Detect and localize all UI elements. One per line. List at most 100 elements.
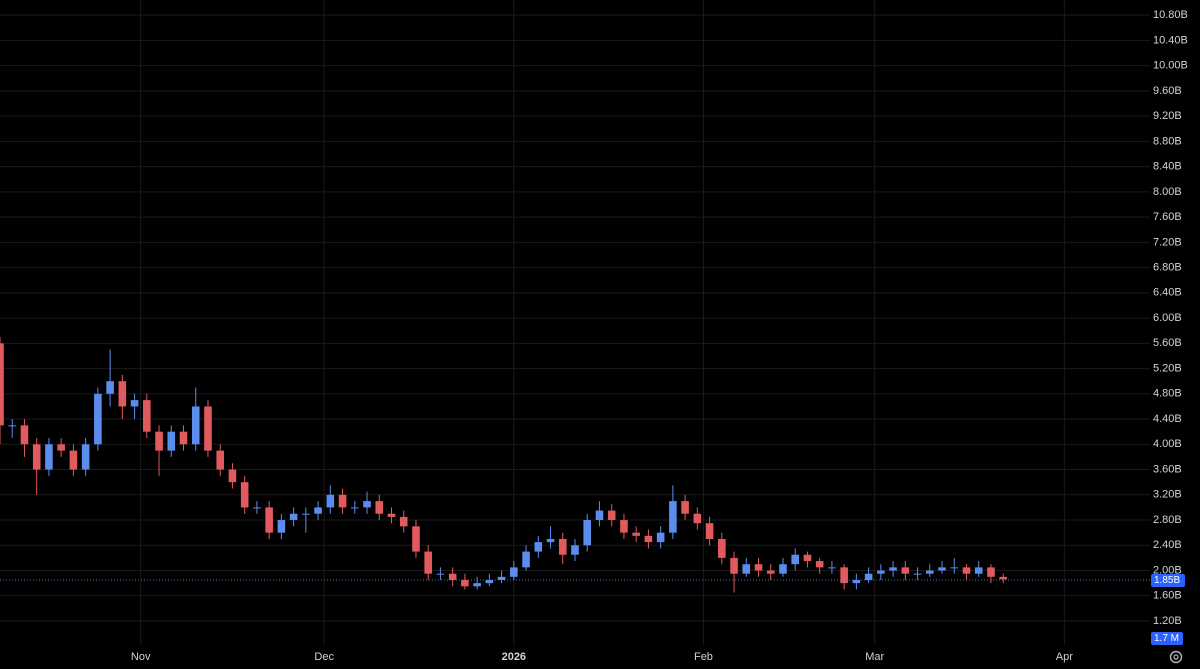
- candle-body: [155, 431, 163, 451]
- y-tick-label: 2.40B: [1153, 539, 1182, 551]
- candle-body: [815, 561, 824, 568]
- candle-body: [106, 381, 114, 394]
- candle-body: [8, 425, 17, 427]
- candle-body: [889, 567, 897, 571]
- candle-body: [473, 583, 481, 587]
- candle-body: [277, 520, 286, 533]
- candle-body: [999, 576, 1007, 580]
- candle-body: [974, 567, 983, 574]
- candle-body: [81, 444, 90, 470]
- last-price-label: 1.85B: [1154, 575, 1180, 586]
- candle-body: [387, 513, 396, 517]
- x-tick-label: Feb: [694, 651, 713, 663]
- candle-body: [314, 507, 322, 514]
- candle-body: [766, 570, 775, 574]
- candle-body: [179, 431, 188, 445]
- y-tick-label: 8.80B: [1153, 135, 1182, 147]
- y-tick-label: 8.40B: [1153, 161, 1182, 173]
- candle-body: [742, 564, 751, 574]
- grid: [0, 0, 1150, 645]
- y-tick-label: 5.20B: [1153, 362, 1182, 374]
- candle-body: [864, 573, 873, 580]
- y-tick-label: 3.60B: [1153, 463, 1182, 475]
- x-tick-label: 2026: [502, 651, 526, 663]
- candle-body: [510, 567, 518, 577]
- candle-body: [94, 393, 102, 445]
- candle-body: [962, 567, 971, 574]
- y-tick-label: 9.20B: [1153, 110, 1182, 122]
- y-tick-label: 10.00B: [1153, 60, 1188, 72]
- candle-body: [987, 567, 995, 577]
- y-tick-label: 2.00B: [1153, 564, 1182, 576]
- candle-body: [57, 444, 65, 451]
- candle-body: [130, 400, 139, 407]
- x-tick-label: Mar: [865, 651, 884, 663]
- candle-body: [350, 507, 359, 509]
- candle-body: [436, 573, 445, 575]
- candle-body: [901, 567, 910, 574]
- y-tick-label: 6.40B: [1153, 287, 1182, 299]
- candle-body: [228, 469, 237, 483]
- y-tick-label: 1.20B: [1153, 615, 1182, 627]
- y-tick-label: 3.20B: [1153, 489, 1182, 501]
- candle-body: [240, 482, 249, 508]
- candle-body: [0, 343, 4, 426]
- candle-body: [583, 520, 592, 546]
- candle-body: [143, 400, 151, 432]
- candle-body: [644, 535, 653, 543]
- candle-body: [620, 520, 628, 533]
- y-tick-label: 4.40B: [1153, 413, 1182, 425]
- candle-body: [693, 513, 702, 524]
- candle-body: [32, 444, 41, 470]
- candle-body: [791, 554, 800, 565]
- x-tick-label: Nov: [131, 651, 151, 663]
- candle-body: [852, 579, 861, 584]
- candles: [0, 337, 1007, 593]
- y-tick-label: 9.60B: [1153, 85, 1182, 97]
- candle-body: [534, 542, 543, 552]
- candle-body: [265, 507, 273, 533]
- candle-body: [779, 564, 787, 574]
- candle-body: [705, 523, 714, 539]
- volume-label: 1.7 M: [1154, 633, 1179, 644]
- volume-tag: [1151, 632, 1183, 645]
- candle-body: [253, 507, 261, 509]
- settings-icon[interactable]: [1169, 650, 1183, 664]
- candle-body: [448, 573, 457, 580]
- candle-body: [925, 570, 934, 574]
- candle-body: [595, 510, 604, 521]
- y-tick-label: 4.80B: [1153, 388, 1182, 400]
- settings-icon-hub: [1173, 654, 1179, 660]
- candle-body: [877, 570, 885, 574]
- candle-body: [338, 494, 347, 508]
- x-tick-label: Apr: [1056, 651, 1073, 663]
- candle-body: [412, 526, 420, 552]
- y-tick-label: 5.60B: [1153, 337, 1182, 349]
- y-tick-label: 2.80B: [1153, 514, 1182, 526]
- candle-body: [938, 567, 946, 571]
- candle-body: [730, 557, 738, 574]
- y-tick-label: 10.40B: [1153, 34, 1188, 46]
- candle-body: [216, 450, 225, 470]
- y-tick-label: 1.60B: [1153, 590, 1182, 602]
- y-tick-label: 10.80B: [1153, 9, 1188, 21]
- y-tick-label: 7.20B: [1153, 236, 1182, 248]
- candle-body: [326, 494, 335, 508]
- candle-body: [828, 567, 836, 569]
- y-tick-label: 6.00B: [1153, 312, 1182, 324]
- candle-body: [522, 551, 530, 568]
- candle-body: [681, 501, 689, 514]
- candle-body: [20, 425, 29, 445]
- settings-icon-ring: [1169, 650, 1183, 664]
- candle-body: [399, 516, 408, 527]
- y-tick-label: 7.60B: [1153, 211, 1182, 223]
- candle-body: [497, 576, 506, 580]
- candle-body: [363, 501, 371, 508]
- last-price-tag: [1151, 573, 1185, 587]
- y-tick-label: 6.80B: [1153, 261, 1182, 273]
- y-tick-label: 4.00B: [1153, 438, 1182, 450]
- candle-body: [45, 444, 53, 470]
- candle-body: [375, 501, 384, 514]
